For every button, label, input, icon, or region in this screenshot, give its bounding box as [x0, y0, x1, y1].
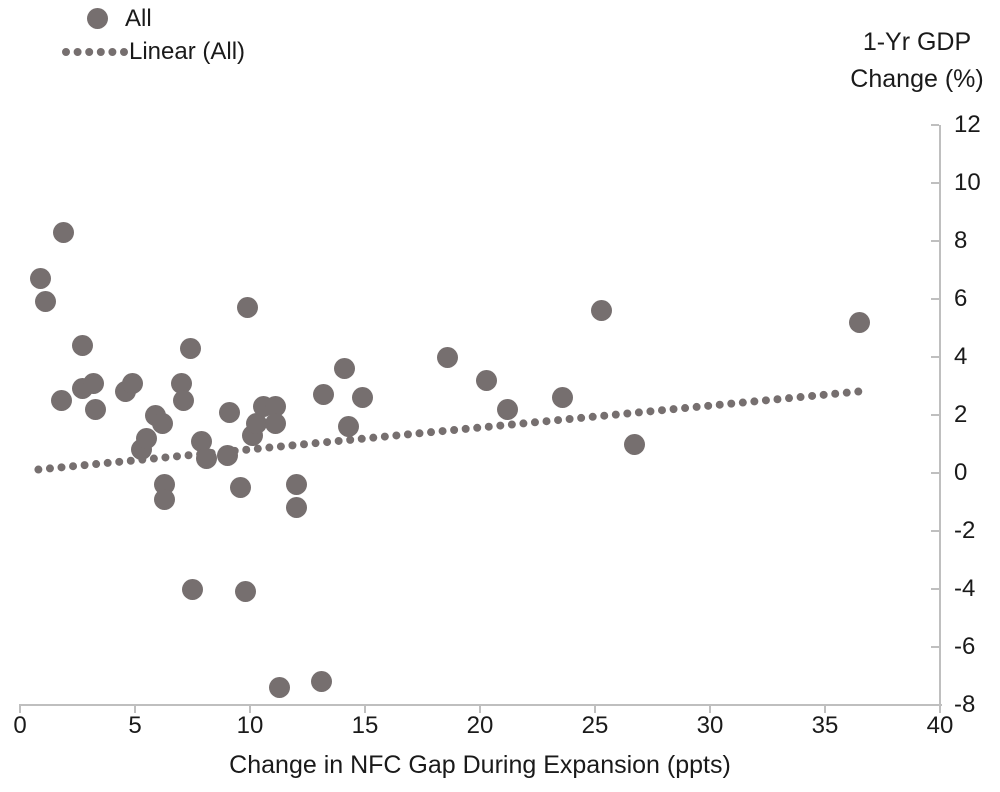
y-tick-label: 12: [954, 111, 981, 138]
y-tick-label: -2: [954, 517, 976, 544]
y-tick-label: -8: [954, 691, 976, 718]
data-point: [285, 474, 307, 496]
trendline-layer: [34, 387, 866, 474]
legend-dot-marker-icon: [87, 8, 108, 29]
data-point: [352, 387, 374, 409]
y-tick-mark: [931, 298, 939, 300]
y-tick-mark: [931, 704, 939, 706]
y-tick-label: -4: [954, 575, 976, 602]
x-tick-mark: [709, 706, 711, 713]
data-point: [216, 445, 238, 467]
x-tick-mark: [19, 706, 21, 713]
y-tick-label: 0: [954, 459, 968, 486]
legend-item-linear: Linear (All): [62, 35, 245, 68]
x-tick-label: 30: [696, 712, 724, 739]
data-point: [179, 337, 201, 359]
y-tick-label: 6: [954, 285, 968, 312]
y-tick-mark: [931, 240, 939, 242]
x-tick-label: 35: [811, 712, 839, 739]
data-point: [218, 401, 240, 423]
data-point: [623, 433, 645, 455]
x-axis-title: Change in NFC Gap During Expansion (ppts…: [229, 751, 731, 779]
y-tick-mark: [931, 124, 939, 126]
data-point: [172, 390, 194, 411]
y-tick-label: 2: [954, 401, 968, 428]
x-tick-mark: [134, 706, 136, 713]
y-tick-mark: [931, 472, 939, 474]
data-point: [30, 268, 52, 290]
legend-dotted-line-icon: [62, 47, 128, 56]
data-point: [182, 578, 203, 600]
data-point: [552, 387, 574, 409]
data-point: [152, 413, 174, 435]
data-point: [591, 300, 613, 322]
data-point: [230, 477, 252, 498]
y-tick-mark: [931, 356, 939, 358]
y-tick-mark: [931, 182, 939, 184]
y-axis-title: 1-Yr GDP Change (%): [838, 24, 996, 98]
y-tick-label: -6: [954, 633, 976, 660]
x-tick-mark: [594, 706, 596, 713]
x-tick-label: 40: [926, 712, 954, 739]
y-tick-mark: [931, 414, 939, 416]
y-tick-mark: [931, 646, 939, 648]
data-point: [246, 413, 268, 435]
data-point: [264, 395, 286, 417]
data-point: [154, 488, 176, 510]
data-point: [50, 390, 72, 411]
data-point: [191, 430, 213, 452]
data-point: [34, 291, 56, 313]
data-point: [237, 297, 259, 319]
x-tick-mark: [364, 706, 366, 713]
legend-label-all: All: [125, 4, 152, 32]
x-axis-line: [19, 704, 942, 706]
x-tick-mark: [249, 706, 251, 713]
y-axis-title-line1: 1-Yr GDP: [862, 28, 972, 56]
trend-line: [34, 387, 866, 474]
plot-area: [20, 125, 940, 705]
legend-label-linear: Linear (All): [129, 37, 246, 65]
data-point: [333, 358, 355, 380]
data-point: [269, 677, 291, 699]
data-point: [310, 671, 332, 693]
data-point: [338, 416, 360, 438]
x-tick-label: 0: [13, 712, 27, 739]
data-point: [83, 372, 105, 394]
data-point: [136, 427, 157, 449]
legend: All Linear (All): [62, 2, 245, 68]
data-point: [122, 372, 144, 394]
data-point: [170, 372, 192, 394]
x-tick-label: 10: [236, 712, 264, 739]
data-point: [285, 497, 307, 519]
data-point: [234, 581, 256, 603]
y-axis-title-line2: Change (%): [850, 65, 984, 93]
data-point: [849, 311, 870, 333]
x-tick-label: 15: [351, 712, 379, 739]
data-point: [497, 398, 519, 420]
data-point: [53, 221, 75, 243]
data-point: [85, 398, 107, 420]
x-tick-label: 5: [128, 712, 142, 739]
legend-item-all: All: [62, 2, 245, 35]
data-point: [476, 369, 498, 391]
data-point: [313, 384, 335, 406]
x-tick-mark: [479, 706, 481, 713]
x-tick-mark: [824, 706, 826, 713]
y-tick-label: 8: [954, 227, 968, 254]
x-tick-label: 20: [466, 712, 494, 739]
y-tick-label: 10: [954, 169, 981, 196]
y-tick-mark: [931, 588, 939, 590]
data-point: [437, 346, 459, 368]
y-tick-label: 4: [954, 343, 968, 370]
y-axis-line: [939, 125, 941, 706]
data-point: [71, 334, 93, 356]
data-point: [195, 448, 217, 469]
y-tick-mark: [931, 530, 939, 532]
data-point: [264, 413, 286, 435]
x-tick-mark: [939, 706, 941, 713]
x-tick-label: 25: [581, 712, 609, 739]
